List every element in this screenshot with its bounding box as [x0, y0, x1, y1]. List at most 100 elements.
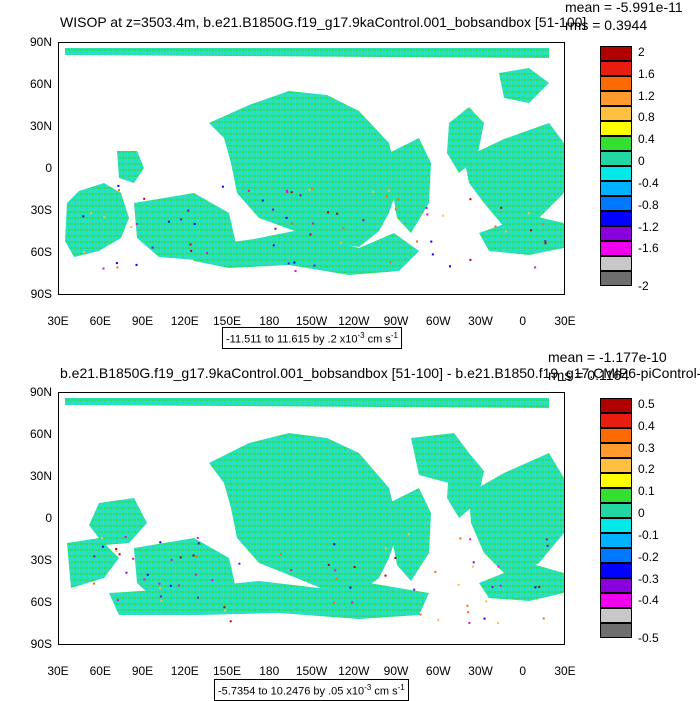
ocean-region — [389, 138, 431, 233]
lon-tick-label: 0 — [519, 664, 527, 678]
extreme-speckle — [151, 246, 154, 249]
ocean-region — [89, 498, 147, 545]
ocean-region — [117, 151, 144, 183]
colorbar-swatch — [600, 548, 632, 563]
lat-tick-label: 60S — [30, 595, 52, 609]
extreme-speckle — [437, 618, 440, 621]
extreme-speckle — [293, 261, 296, 264]
extreme-speckle — [504, 230, 507, 233]
colorbar-swatch — [600, 211, 632, 226]
lon-tick-label: 0 — [519, 314, 527, 328]
extreme-speckle — [115, 548, 118, 550]
ocean-region — [499, 68, 549, 103]
colorbar-label: 0.5 — [638, 397, 655, 411]
colorbar-swatch — [600, 578, 632, 593]
colorbar-label: 1.6 — [638, 66, 655, 81]
extreme-speckle — [472, 561, 475, 564]
extreme-speckle — [167, 220, 170, 223]
colorbar-swatch — [600, 136, 632, 151]
extreme-speckle — [238, 562, 241, 565]
extreme-speckle — [195, 555, 198, 558]
extreme-speckle — [309, 233, 312, 236]
extreme-speckle — [221, 185, 224, 188]
lat-tick-label: 60S — [30, 245, 52, 259]
extreme-speckle — [146, 573, 149, 576]
ocean-region — [209, 433, 399, 593]
colorbar-swatch — [600, 503, 632, 518]
lat-tick-label: 0 — [45, 161, 52, 175]
ocean-region — [134, 193, 237, 261]
extreme-speckle — [416, 240, 418, 243]
extreme-speckle — [389, 261, 392, 264]
extreme-speckle — [158, 587, 161, 589]
extreme-speckle — [431, 253, 434, 256]
extreme-speckle — [197, 542, 200, 545]
extreme-speckle — [103, 216, 106, 219]
extreme-speckle — [327, 563, 330, 566]
lon-tick-label: 180 — [259, 664, 280, 678]
extreme-speckle — [527, 212, 530, 215]
colorbar-swatch — [600, 413, 632, 428]
extreme-speckle — [169, 584, 172, 587]
colorbar-swatch — [600, 428, 632, 443]
extreme-speckle — [294, 270, 297, 272]
colorbar-label: -1.6 — [638, 241, 659, 256]
extreme-speckle — [419, 613, 422, 616]
extreme-speckle — [336, 212, 339, 215]
extreme-speckle — [485, 600, 488, 603]
colorbar-label: 0 — [638, 506, 645, 521]
extreme-speckle — [286, 191, 289, 193]
extreme-speckle — [426, 213, 429, 216]
extreme-speckle — [312, 222, 314, 225]
extreme-speckle — [116, 599, 119, 602]
extreme-speckle — [542, 617, 545, 620]
lon-tick-label: 30E — [47, 314, 69, 328]
panel1-field — [65, 48, 564, 275]
extreme-speckle — [132, 557, 135, 560]
panel1-title: WISOP at z=3503.4m, b.e21.B1850G.f19_g17… — [60, 14, 587, 30]
colorbar-label: 0.1 — [638, 484, 655, 499]
colorbar-swatch — [600, 181, 632, 196]
extreme-speckle — [125, 571, 128, 574]
colorbar-swatch — [600, 196, 632, 211]
colorbar-swatch — [600, 76, 632, 91]
panel1-map — [58, 42, 565, 295]
ocean-region — [479, 563, 564, 601]
lon-tick-label: 30W — [468, 314, 493, 328]
ocean-region — [479, 215, 564, 255]
colorbar-label: 0.8 — [638, 110, 655, 125]
extreme-speckle — [483, 617, 486, 620]
extreme-speckle — [534, 586, 537, 589]
extreme-speckle — [194, 573, 197, 576]
extreme-speckle — [224, 609, 227, 612]
lat-tick-label: 30N — [29, 119, 52, 133]
extreme-speckle — [287, 262, 290, 265]
extreme-speckle — [159, 541, 162, 544]
extreme-speckle — [285, 189, 288, 192]
colorbar-swatch — [600, 563, 632, 578]
colorbar-swatch — [600, 106, 632, 121]
colorbar-swatch — [600, 398, 632, 413]
colorbar-swatch — [600, 226, 632, 241]
lon-tick-label: 120W — [338, 664, 370, 678]
extreme-speckle — [100, 537, 103, 540]
colorbar-swatch — [600, 473, 632, 488]
extreme-speckle — [178, 584, 180, 587]
lon-tick-label: 60E — [89, 314, 111, 328]
extreme-speckle — [102, 267, 105, 270]
extreme-speckle — [466, 604, 469, 607]
colorbar-swatch — [600, 166, 632, 181]
colorbar-swatch — [600, 608, 632, 623]
extreme-speckle — [388, 189, 390, 192]
colorbar-label: -0.5 — [638, 631, 659, 645]
extreme-speckle — [285, 216, 288, 219]
extreme-speckle — [143, 197, 146, 200]
extreme-speckle — [135, 223, 138, 225]
extreme-speckle — [159, 595, 162, 598]
extreme-speckle — [190, 249, 193, 252]
extreme-speckle — [542, 223, 545, 226]
lon-tick-label: 180 — [259, 314, 280, 328]
lon-tick-label: 150E — [212, 664, 242, 678]
extreme-speckle — [342, 226, 345, 229]
panel2-mean: mean = -1.177e-10 — [548, 349, 667, 365]
